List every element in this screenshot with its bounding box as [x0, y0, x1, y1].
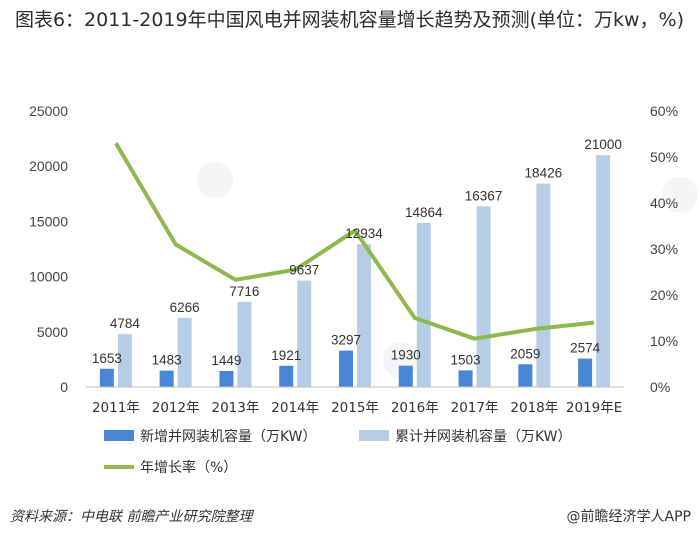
growth-line: [114, 142, 595, 341]
data-label-new: 1930: [391, 348, 421, 363]
left-axis-tick: 10000: [29, 269, 68, 285]
data-label-cumulative: 16367: [465, 188, 503, 203]
bar-cumulative-capacity: [117, 334, 132, 387]
bar-new-capacity: [398, 365, 413, 387]
bar-cumulative-capacity: [177, 317, 192, 387]
bar-cumulative-capacity: [596, 155, 611, 387]
data-label-cumulative: 12934: [345, 226, 383, 241]
x-axis-tick: 2017年: [451, 400, 499, 416]
right-axis-tick: 0%: [650, 379, 670, 395]
chart-title: 图表6：2011-2019年中国风电并网装机容量增长趋势及预测(单位：万kw，%…: [14, 9, 685, 31]
growth-rate-line: [114, 142, 595, 341]
legend-item-new: 新增并网装机容量（万KW）: [104, 428, 317, 445]
legend-swatch-cumulative: [359, 430, 389, 441]
left-axis: 0 5000 10000 15000 20000 25000: [29, 103, 68, 395]
bar-cumulative-capacity: [536, 183, 551, 387]
right-axis-tick: 40%: [650, 195, 678, 211]
data-label-cumulative: 9637: [289, 263, 319, 278]
bar-new-capacity: [279, 365, 294, 387]
x-axis-tick: 2013年: [212, 400, 260, 416]
right-axis-tick: 60%: [650, 103, 678, 119]
bar-new-capacity: [99, 368, 114, 387]
right-axis-tick: 30%: [650, 241, 678, 257]
legend-swatch-new: [104, 430, 134, 441]
bar-cumulative-capacity: [476, 206, 491, 387]
bar-cumulative-capacity: [297, 280, 312, 387]
right-axis-tick: 50%: [650, 149, 678, 165]
right-axis-tick: 20%: [650, 287, 678, 303]
bar-new-capacity: [339, 350, 353, 387]
data-label-new: 1921: [271, 348, 301, 363]
data-label-cumulative: 14864: [405, 205, 443, 220]
x-axis-tick: 2014年: [271, 400, 319, 416]
x-axis-tick: 2018年: [510, 400, 558, 416]
data-label-cumulative: 4784: [110, 316, 141, 331]
left-axis-tick: 20000: [29, 158, 68, 174]
right-axis: 0% 10% 20% 30% 40% 50% 60%: [650, 103, 678, 395]
data-label-cumulative: 7716: [229, 284, 259, 299]
bar-new-capacity: [219, 371, 234, 387]
legend-item-growth: 年增长率（%）: [104, 459, 237, 476]
left-axis-tick: 15000: [29, 213, 68, 229]
bar-cumulative-capacity: [416, 222, 431, 387]
bars: [99, 155, 611, 387]
legend-label-cumulative: 累计并网装机容量（万KW）: [395, 428, 572, 445]
x-axis-tick: 2019年E: [566, 400, 622, 416]
x-axis-tick: 2011年: [92, 400, 140, 416]
data-label-new: 2574: [570, 341, 601, 356]
data-label-cumulative: 6266: [170, 300, 200, 315]
x-axis-tick: 2015年: [331, 400, 379, 416]
watermark: [197, 162, 698, 378]
source-note: 资料来源：中电联 前瞻产业研究院整理: [10, 509, 253, 525]
bar-new-capacity: [578, 358, 593, 387]
chart: 0 5000 10000 15000 20000 25000 0% 10% 20% 30% 40%…: [29, 103, 698, 476]
data-label-cumulative: 21000: [584, 137, 622, 152]
data-label-cumulative: 18426: [525, 166, 563, 181]
data-labels: 1653 4784 1483 6266 1449 7716 1921 9637 3297 1293…: [92, 137, 622, 368]
bar-new-capacity: [159, 370, 174, 387]
legend-label-growth: 年增长率（%）: [140, 459, 237, 476]
bar-new-capacity: [458, 370, 473, 387]
bar-cumulative-capacity: [237, 301, 252, 387]
left-axis-tick: 5000: [37, 324, 68, 340]
data-label-new: 1449: [211, 353, 241, 368]
data-label-new: 3297: [331, 333, 361, 348]
x-axis-tick: 2012年: [152, 400, 200, 416]
x-axis-tick: 2016年: [391, 400, 439, 416]
right-axis-tick: 10%: [650, 333, 678, 349]
x-axis: 2011年 2012年 2013年 2014年 2015年 2016年 2017年 2018年…: [86, 386, 624, 416]
bar-cumulative-capacity: [357, 244, 371, 387]
left-axis-tick: 25000: [29, 103, 68, 119]
brand-label: @前瞻经济学人APP: [566, 509, 691, 525]
legend-label-new: 新增并网装机容量（万KW）: [140, 428, 317, 445]
bar-new-capacity: [518, 364, 533, 387]
data-label-new: 1653: [92, 351, 122, 366]
legend-item-cumulative: 累计并网装机容量（万KW）: [359, 428, 572, 445]
data-label-new: 1483: [152, 353, 182, 368]
data-label-new: 1503: [451, 352, 481, 367]
left-axis-tick: 0: [60, 379, 68, 395]
legend: 新增并网装机容量（万KW） 累计并网装机容量（万KW） 年增长率（%）: [104, 428, 572, 476]
data-label-new: 2059: [510, 346, 540, 361]
